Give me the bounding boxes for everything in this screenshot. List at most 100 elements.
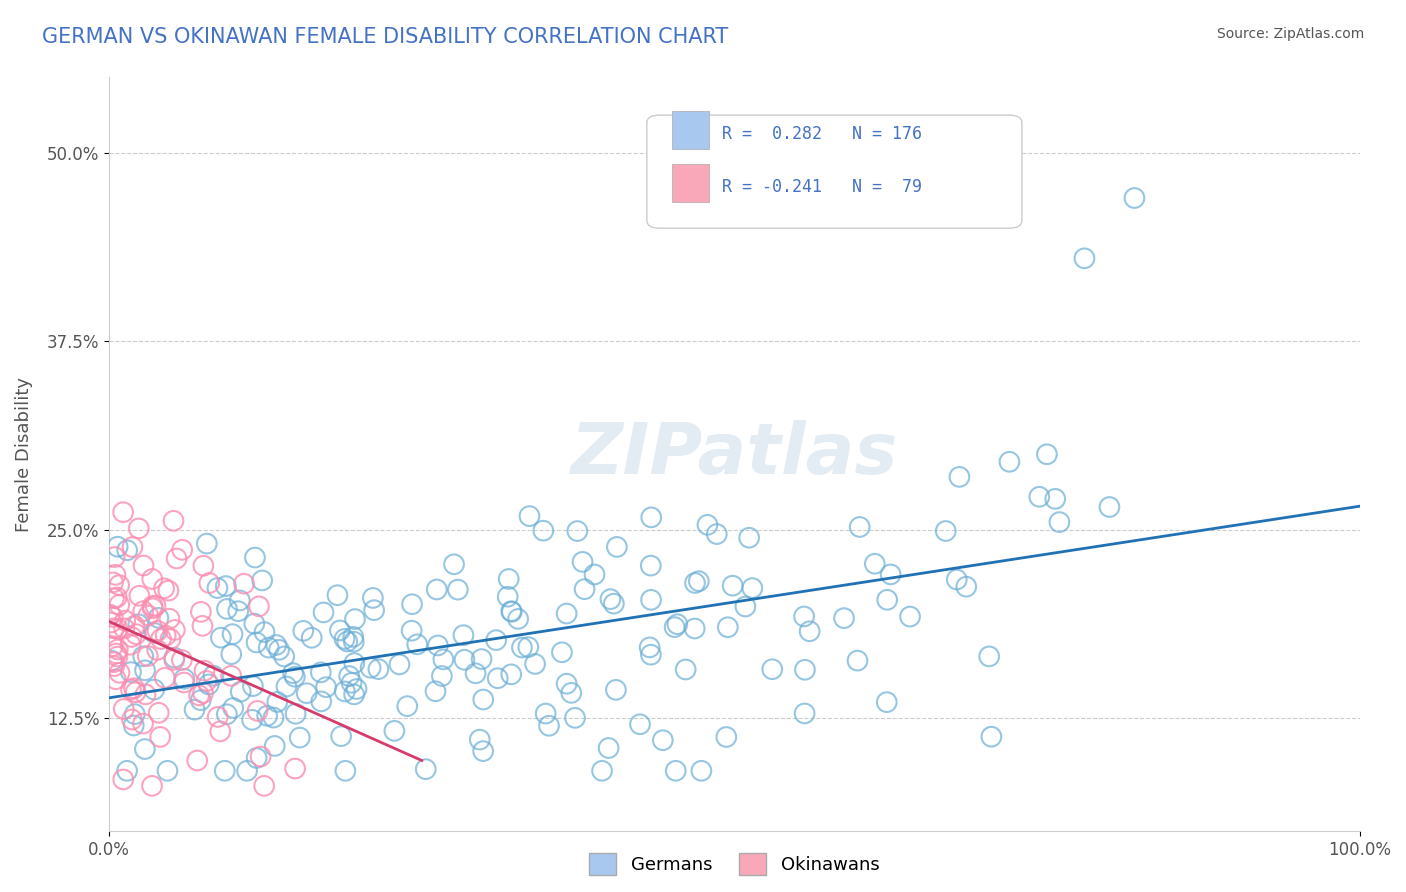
Point	[979, 649, 1001, 664]
Point	[170, 653, 193, 667]
Point	[229, 593, 252, 607]
Point	[101, 654, 124, 668]
Point	[148, 611, 170, 625]
Point	[108, 598, 131, 612]
Point	[103, 591, 125, 606]
Point	[253, 779, 276, 793]
Point	[166, 551, 188, 566]
Point	[734, 599, 756, 614]
Point	[103, 659, 125, 673]
Point	[574, 582, 596, 597]
Point	[510, 640, 533, 655]
Point	[340, 675, 363, 690]
Point	[125, 627, 148, 641]
Text: R = -0.241   N =  79: R = -0.241 N = 79	[721, 178, 922, 195]
Point	[312, 606, 335, 620]
Point	[121, 630, 143, 644]
Point	[222, 701, 245, 715]
Point	[115, 764, 138, 778]
Point	[329, 624, 352, 638]
Point	[721, 579, 744, 593]
Point	[848, 520, 870, 534]
Point	[486, 671, 509, 685]
Point	[207, 581, 229, 595]
Point	[664, 620, 686, 634]
Point	[141, 779, 163, 793]
Point	[195, 536, 218, 550]
Point	[640, 510, 662, 524]
Point	[1028, 490, 1050, 504]
Point	[531, 524, 554, 538]
Point	[104, 672, 127, 686]
Y-axis label: Female Disability: Female Disability	[15, 376, 32, 532]
Point	[108, 665, 131, 680]
Point	[534, 706, 557, 721]
Point	[202, 669, 225, 683]
Point	[948, 470, 970, 484]
Point	[188, 689, 211, 703]
Point	[219, 647, 242, 661]
Point	[245, 635, 267, 649]
Point	[273, 649, 295, 664]
Point	[159, 632, 181, 646]
Point	[651, 733, 673, 747]
Point	[183, 703, 205, 717]
Point	[134, 687, 156, 701]
Point	[263, 739, 285, 753]
Point	[336, 634, 359, 648]
Point	[761, 662, 783, 676]
Point	[447, 582, 470, 597]
Point	[101, 575, 124, 590]
Point	[330, 729, 353, 743]
Point	[496, 590, 519, 604]
Point	[148, 706, 170, 720]
Point	[628, 717, 651, 731]
Point	[401, 597, 423, 611]
Point	[1073, 252, 1095, 266]
Text: GERMAN VS OKINAWAN FEMALE DISABILITY CORRELATION CHART: GERMAN VS OKINAWAN FEMALE DISABILITY COR…	[42, 27, 728, 46]
Point	[163, 653, 186, 667]
Point	[143, 682, 166, 697]
Point	[453, 628, 475, 642]
Point	[432, 652, 454, 666]
Point	[146, 624, 169, 638]
Point	[173, 672, 195, 686]
Point	[267, 643, 290, 657]
Point	[276, 680, 298, 694]
Point	[257, 640, 280, 655]
Point	[343, 656, 366, 670]
Point	[360, 661, 382, 675]
Point	[388, 657, 411, 672]
Point	[426, 639, 449, 653]
Point	[149, 730, 172, 744]
Point	[501, 667, 523, 681]
Point	[197, 677, 219, 691]
Point	[107, 540, 129, 554]
Point	[114, 614, 136, 628]
Point	[250, 574, 273, 588]
Point	[288, 731, 311, 745]
Point	[172, 542, 194, 557]
Point	[832, 611, 855, 625]
Point	[191, 686, 214, 700]
Point	[537, 719, 560, 733]
Point	[517, 640, 540, 654]
Point	[240, 713, 263, 727]
Point	[333, 684, 356, 698]
Point	[173, 675, 195, 690]
Point	[326, 588, 349, 602]
Point	[876, 695, 898, 709]
Point	[159, 612, 181, 626]
Point	[153, 671, 176, 685]
Point	[716, 730, 738, 744]
Point	[876, 592, 898, 607]
Point	[124, 619, 146, 633]
Point	[688, 574, 710, 589]
Point	[142, 601, 165, 615]
Point	[443, 558, 465, 572]
Point	[551, 645, 574, 659]
Point	[1036, 447, 1059, 461]
Point	[863, 557, 886, 571]
Point	[508, 612, 530, 626]
Point	[793, 609, 815, 624]
